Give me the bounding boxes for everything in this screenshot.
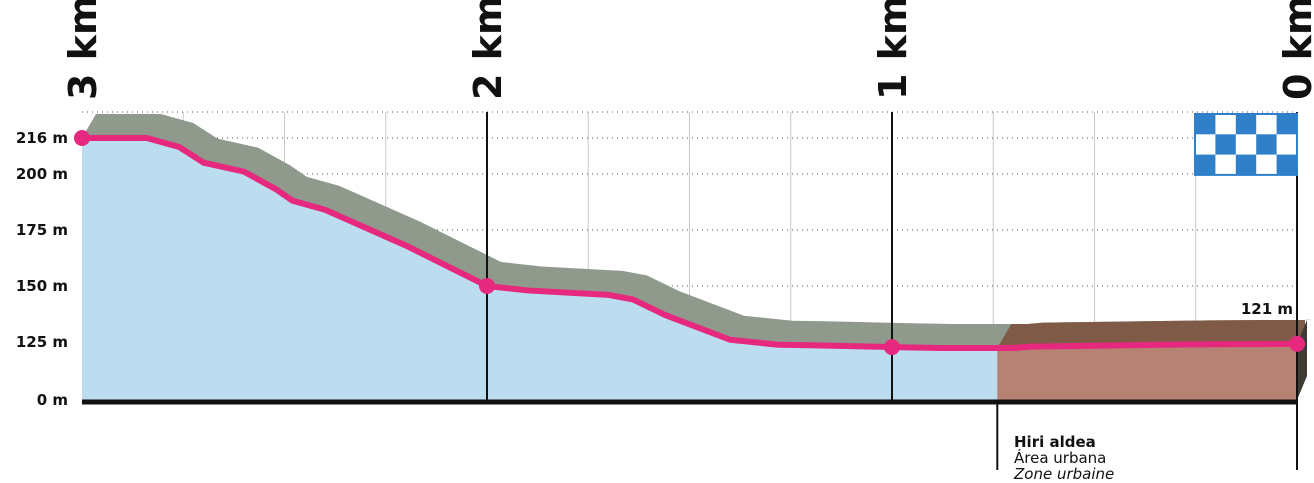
profile-markers — [74, 130, 1305, 356]
km-tick-label: 0 km — [1276, 0, 1314, 100]
profile-area-fill — [82, 138, 1297, 400]
finish-flag-square — [1235, 154, 1257, 175]
y-tick-label: 0 m — [37, 391, 68, 409]
km-tick-label: 2 km — [466, 0, 510, 100]
km-tick-label: 3 km — [61, 0, 105, 100]
profile-marker — [1289, 335, 1305, 352]
grid-lines — [82, 111, 1297, 400]
finish-flag-square — [1195, 114, 1216, 135]
y-tick-label: 175 m — [16, 221, 68, 239]
finish-flag-square — [1195, 154, 1216, 175]
finish-flag-square — [1276, 154, 1297, 175]
y-tick-label: 216 m — [16, 129, 68, 147]
finish-flag-square — [1235, 114, 1257, 135]
finish-flag-square — [1215, 134, 1236, 155]
legend-line-french: Zone urbaine — [1014, 465, 1115, 483]
urban-zone-fill — [997, 343, 1297, 400]
checkered-flag-icon — [1194, 113, 1298, 176]
axis-labels: 3 km 2 km 1 km 0 km 216 m 200 m 175 m 150 m 125 … — [16, 0, 1314, 409]
elevation-value-label: 121 m — [1241, 300, 1293, 318]
profile-marker — [74, 130, 90, 146]
elevation-profile-chart: 3 km 2 km 1 km 0 km 216 m 200 m 175 m 150 m 125 … — [16, 0, 1314, 470]
finish-flag-square — [1256, 134, 1277, 155]
y-tick-label: 150 m — [16, 277, 68, 295]
profile-marker — [479, 277, 495, 294]
profile-area — [82, 138, 1297, 400]
legend-line-basque: Hiri aldea — [1014, 433, 1096, 451]
urban-zone-top — [997, 319, 1311, 349]
km-tick-label: 1 km — [871, 0, 915, 100]
urban-zone — [996, 319, 1311, 470]
y-tick-label: 125 m — [16, 333, 68, 351]
y-tick-label: 200 m — [16, 165, 68, 183]
finish-flag-square — [1276, 114, 1297, 135]
profile-line-path — [79, 135, 1300, 352]
profile-marker — [884, 339, 900, 356]
urban-zone-legend: Hiri aldea Área urbana Zone urbaine — [1014, 434, 1114, 482]
profile-line — [79, 135, 1300, 352]
legend-line-spanish: Área urbana — [1014, 449, 1107, 467]
